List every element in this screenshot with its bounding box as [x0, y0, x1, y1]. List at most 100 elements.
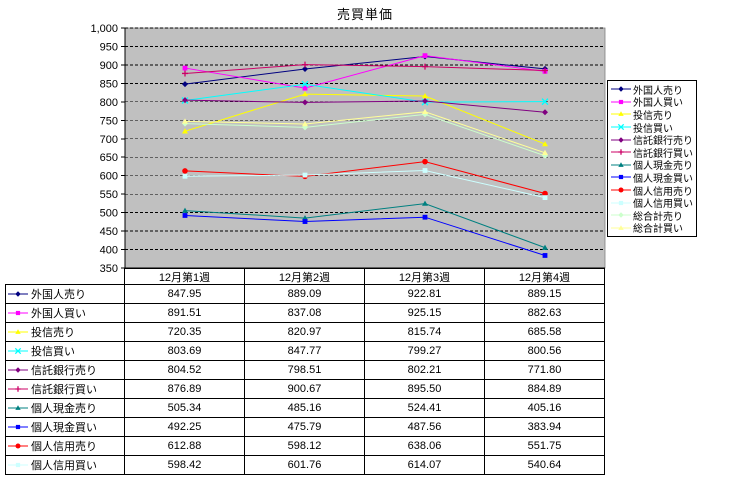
- series-marker: [182, 97, 188, 104]
- series-marker: [422, 158, 428, 165]
- value-cell: 876.89: [125, 380, 245, 399]
- series-marker: [618, 136, 624, 143]
- legend-item: 個人現金売り: [611, 159, 693, 172]
- y-tick-label: 450: [100, 226, 118, 238]
- series-marker: [302, 215, 308, 221]
- value-cell: 837.08: [245, 304, 365, 323]
- series-marker: [618, 162, 624, 167]
- series-marker: [182, 168, 188, 174]
- legend-item: 外国人買い: [611, 96, 693, 109]
- series-key-icon: [8, 310, 28, 316]
- series-key-icon: [8, 347, 28, 355]
- series-marker: [422, 168, 428, 173]
- chart-title: 売買単価: [336, 7, 393, 22]
- value-cell: 540.64: [485, 456, 605, 475]
- series-marker: [302, 99, 308, 106]
- y-tick-label: 400: [100, 245, 118, 257]
- series-marker: [422, 108, 428, 115]
- series-line: [184, 113, 546, 157]
- series-line: [184, 93, 546, 145]
- value-cell: 900.67: [245, 380, 365, 399]
- legend-item: 総合計買い: [611, 222, 693, 235]
- data-table: 12月第1週 12月第2週 12月第3週 12月第4週 外国人売り 847.95 889.0…: [5, 268, 605, 475]
- series-marker: [422, 200, 428, 206]
- series-marker: [15, 329, 21, 334]
- y-tick-label: 850: [100, 78, 118, 90]
- series-key-icon: [8, 386, 28, 392]
- legend-label: 総合計買い: [633, 224, 683, 236]
- value-cell: 889.15: [485, 285, 605, 304]
- series-name: 投信買い: [31, 346, 75, 358]
- series-marker: [15, 310, 21, 316]
- series-label-cell: 個人信用売り: [5, 437, 125, 456]
- series-key-icon: [8, 424, 28, 430]
- value-cell: 383.94: [485, 418, 605, 437]
- series-line: [184, 83, 546, 103]
- legend-item: 外国人売り: [611, 83, 693, 97]
- series-marker: [182, 81, 188, 88]
- legend-key-icon: [611, 136, 631, 143]
- series-marker: [182, 213, 188, 218]
- value-cell: 685.58: [485, 323, 605, 342]
- series-marker: [182, 173, 188, 179]
- value-cell: 485.16: [245, 399, 365, 418]
- value-cell: 884.89: [485, 380, 605, 399]
- series-marker: [542, 244, 548, 250]
- series-name: 個人現金買い: [31, 422, 97, 434]
- value-cell: 803.69: [125, 342, 245, 361]
- series-marker: [542, 109, 548, 116]
- legend-item: 投信買い: [611, 121, 693, 135]
- legend-label: 信託銀行売り: [633, 136, 693, 148]
- legend-label: 投信買い: [633, 123, 673, 135]
- series-marker: [618, 200, 624, 205]
- series-marker: [618, 149, 624, 155]
- series-marker: [301, 80, 309, 88]
- series-marker: [302, 219, 308, 224]
- legend-key-icon: [611, 175, 631, 180]
- series-line: [184, 55, 546, 85]
- series-key-icon: [8, 329, 28, 334]
- series-label-cell: 外国人売り: [5, 285, 125, 304]
- legend-label: 個人現金売り: [633, 161, 693, 173]
- series-marker: [618, 99, 624, 104]
- series-marker: [542, 149, 548, 155]
- series-marker: [422, 93, 428, 99]
- legend-key-icon: [611, 123, 631, 131]
- value-cell: 847.95: [125, 285, 245, 304]
- series-marker: [182, 118, 188, 124]
- series-label-cell: 個人現金買い: [5, 418, 125, 437]
- series-line: [184, 214, 546, 256]
- value-cell: 492.25: [125, 418, 245, 437]
- series-marker: [302, 85, 308, 91]
- series-label-cell: 投信売り: [5, 323, 125, 342]
- line-chart-canvas: 350 400 450 500 550 600 650 700 750 800 850 900 950 1…: [90, 23, 606, 272]
- series-marker: [15, 443, 21, 449]
- value-cell: 847.77: [245, 342, 365, 361]
- series-marker: [422, 53, 428, 59]
- series-name: 外国人売り: [31, 289, 86, 301]
- series-line: [184, 64, 546, 74]
- series-key-icon: [8, 462, 28, 468]
- value-cell: 614.07: [365, 456, 485, 475]
- series-line: [184, 99, 546, 113]
- value-cell: 799.27: [365, 342, 485, 361]
- series-marker: [618, 212, 624, 218]
- value-cell: 612.88: [125, 437, 245, 456]
- series-marker: [541, 98, 549, 106]
- value-cell: 598.12: [245, 437, 365, 456]
- legend-label: 総合計売り: [633, 211, 683, 223]
- series-label-cell: 投信買い: [5, 342, 125, 361]
- value-cell: 505.34: [125, 399, 245, 418]
- legend-key-icon: [611, 111, 631, 117]
- value-cell: 524.41: [365, 399, 485, 418]
- series-marker: [542, 190, 548, 197]
- series-line: [184, 161, 546, 194]
- series-name: 信託銀行買い: [31, 384, 97, 396]
- y-tick-label: 800: [100, 97, 118, 109]
- value-cell: 882.63: [485, 304, 605, 323]
- legend-label: 信託銀行買い: [633, 148, 693, 160]
- y-tick-label: 600: [100, 171, 118, 183]
- series-name: 投信売り: [31, 327, 75, 339]
- series-marker: [15, 462, 21, 468]
- legend-label: 個人現金買い: [633, 173, 693, 185]
